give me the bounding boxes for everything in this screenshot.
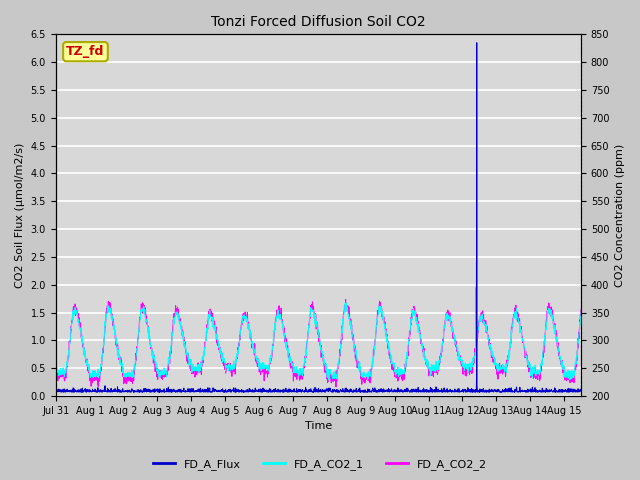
Title: Tonzi Forced Diffusion Soil CO2: Tonzi Forced Diffusion Soil CO2 — [211, 15, 426, 29]
Y-axis label: CO2 Soil Flux (μmol/m2/s): CO2 Soil Flux (μmol/m2/s) — [15, 143, 25, 288]
Y-axis label: CO2 Concentration (ppm): CO2 Concentration (ppm) — [615, 144, 625, 287]
Legend: FD_A_Flux, FD_A_CO2_1, FD_A_CO2_2: FD_A_Flux, FD_A_CO2_1, FD_A_CO2_2 — [148, 455, 492, 474]
X-axis label: Time: Time — [305, 421, 332, 432]
Text: TZ_fd: TZ_fd — [67, 45, 105, 58]
